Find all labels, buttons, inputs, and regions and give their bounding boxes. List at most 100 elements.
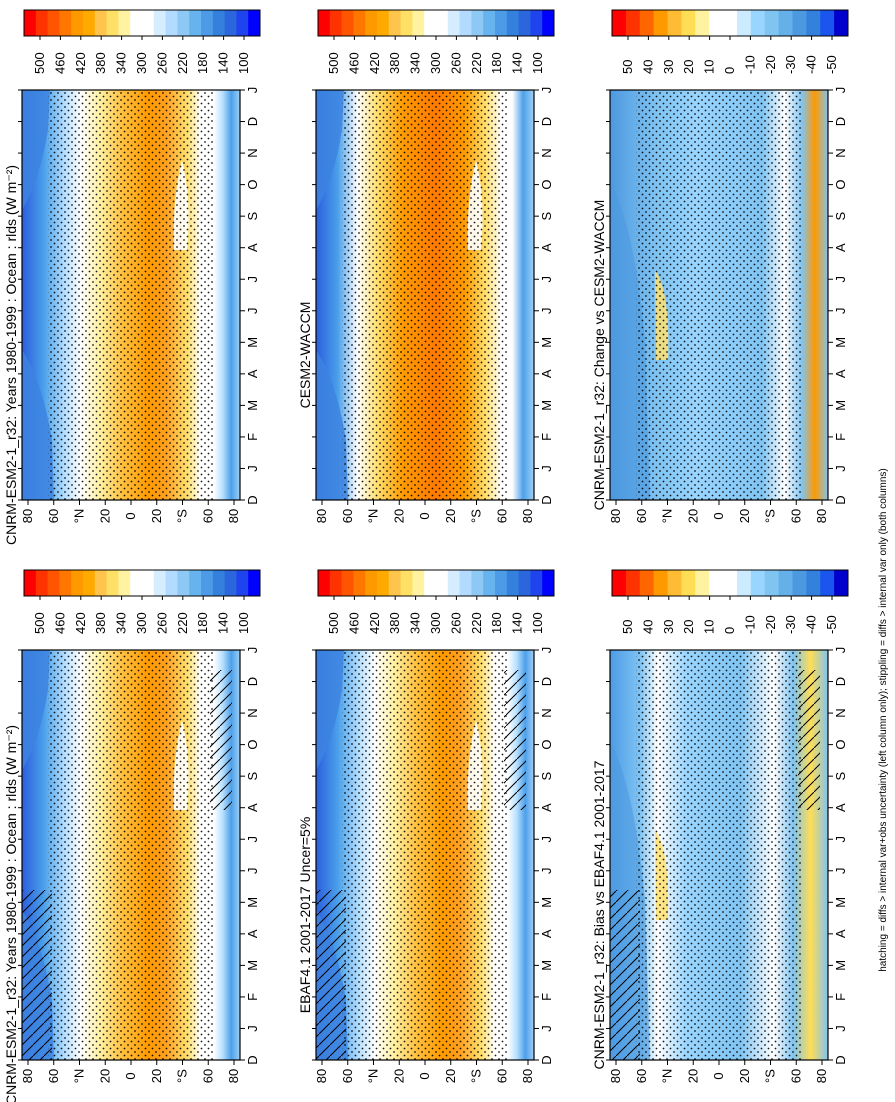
x-tick-label: D xyxy=(539,677,554,686)
colorbar-tick-label: 220 xyxy=(175,52,190,74)
colorbar-swatch xyxy=(667,570,682,596)
y-tick-label: 60 xyxy=(788,1069,803,1083)
colorbar-swatch xyxy=(723,570,738,596)
x-tick-label: F xyxy=(539,433,554,441)
y-tick-label: 60 xyxy=(340,1069,355,1083)
field-contour xyxy=(316,650,344,770)
colorbar-tick-label: 420 xyxy=(73,612,88,634)
colorbar-tick-label: 340 xyxy=(408,612,423,634)
colorbar-tick-label: 300 xyxy=(428,52,443,74)
colorbar-swatch xyxy=(820,10,835,36)
colorbar-swatch xyxy=(118,10,131,36)
x-tick-label: J xyxy=(833,465,848,472)
x-tick-label: S xyxy=(245,211,260,220)
x-tick-label: D xyxy=(245,1055,260,1064)
y-tick-label: 80 xyxy=(814,509,829,523)
y-tick-label: 60 xyxy=(788,509,803,523)
colorbar-swatch xyxy=(483,10,496,36)
colorbar-swatch xyxy=(612,10,627,36)
colorbar-swatch xyxy=(653,570,669,596)
x-tick-label: A xyxy=(833,243,848,252)
colorbar-swatch xyxy=(341,570,354,596)
colorbar-swatch xyxy=(639,10,655,36)
x-tick-label: D xyxy=(539,495,554,504)
x-tick-label: J xyxy=(833,836,848,843)
x-tick-label: J xyxy=(833,1025,848,1032)
colorbar-tick-label: 380 xyxy=(387,52,402,74)
x-tick-label: O xyxy=(245,740,260,750)
colorbar-tick-label: 500 xyxy=(326,612,341,634)
y-tick-label: 80 xyxy=(20,509,35,523)
hatching-overlay xyxy=(316,890,346,1060)
colorbar-swatch xyxy=(329,570,343,596)
stippling-overlay xyxy=(636,90,802,500)
colorbar-tick-label: 500 xyxy=(32,52,47,74)
x-tick-label: J xyxy=(539,87,554,94)
colorbar-swatch xyxy=(248,570,261,596)
colorbar-tick-label: -10 xyxy=(742,615,757,634)
x-tick-label: J xyxy=(245,647,260,654)
x-tick-label: J xyxy=(245,308,260,315)
colorbar-swatch xyxy=(165,570,178,596)
x-tick-label: J xyxy=(539,465,554,472)
x-tick-label: J xyxy=(245,836,260,843)
x-tick-label: D xyxy=(245,495,260,504)
colorbar-swatch xyxy=(94,570,108,596)
colorbar-tick-label: -20 xyxy=(763,55,778,74)
x-tick-label: S xyxy=(245,771,260,780)
colorbar-swatch xyxy=(83,10,96,36)
y-tick-label: 80 xyxy=(608,509,623,523)
y-tick-label: 20 xyxy=(737,509,752,523)
x-tick-label: A xyxy=(245,803,260,812)
x-tick-label: O xyxy=(539,740,554,750)
colorbar-swatch xyxy=(83,570,96,596)
colorbar-tick-label: 300 xyxy=(134,52,149,74)
x-tick-label: J xyxy=(245,87,260,94)
x-tick-label: J xyxy=(833,87,848,94)
colorbar-tick-label: 100 xyxy=(530,612,545,634)
colorbar-swatch xyxy=(518,10,531,36)
colorbar-swatch xyxy=(130,570,143,596)
colorbar-swatch xyxy=(153,10,167,36)
y-tick-label: 80 xyxy=(226,509,241,523)
x-tick-label: D xyxy=(539,117,554,126)
x-tick-label: M xyxy=(539,960,554,971)
colorbar-swatch xyxy=(447,570,461,596)
colorbar-swatch xyxy=(820,570,835,596)
stippling-overlay xyxy=(48,650,214,1060)
x-tick-label: D xyxy=(539,1055,554,1064)
colorbar-swatch xyxy=(736,10,752,36)
x-tick-label: M xyxy=(539,897,554,908)
x-tick-label: J xyxy=(539,868,554,875)
x-tick-label: N xyxy=(245,708,260,717)
y-tick-label: 80 xyxy=(20,1069,35,1083)
colorbar-swatch xyxy=(224,570,237,596)
colorbar-swatch xyxy=(436,570,449,596)
x-tick-label: A xyxy=(539,369,554,378)
y-tick-label: °N xyxy=(660,1069,675,1084)
x-tick-label: A xyxy=(245,243,260,252)
colorbar-swatch xyxy=(201,570,214,596)
x-tick-label: S xyxy=(539,771,554,780)
x-tick-label: N xyxy=(833,148,848,157)
y-tick-label: 20 xyxy=(149,1069,164,1083)
field-contour xyxy=(22,350,54,500)
colorbar-swatch xyxy=(365,570,378,596)
y-tick-label: 0 xyxy=(711,512,726,519)
x-tick-label: M xyxy=(245,400,260,411)
colorbar-swatch xyxy=(388,570,402,596)
x-tick-label: D xyxy=(245,677,260,686)
colorbar-swatch xyxy=(71,10,84,36)
y-tick-label: 20 xyxy=(443,1069,458,1083)
colorbar-tick-label: 460 xyxy=(346,52,361,74)
colorbar-swatch xyxy=(709,570,724,596)
colorbar-tick-label: 220 xyxy=(469,612,484,634)
x-tick-label: D xyxy=(833,117,848,126)
colorbar-tick-label: 10 xyxy=(702,60,717,74)
y-tick-label: 60 xyxy=(634,1069,649,1083)
y-tick-label: °S xyxy=(175,509,190,523)
colorbar-swatch xyxy=(436,10,449,36)
colorbar-tick-label: 140 xyxy=(216,612,231,634)
colorbar-swatch xyxy=(353,10,366,36)
colorbar-tick-label: 500 xyxy=(32,612,47,634)
